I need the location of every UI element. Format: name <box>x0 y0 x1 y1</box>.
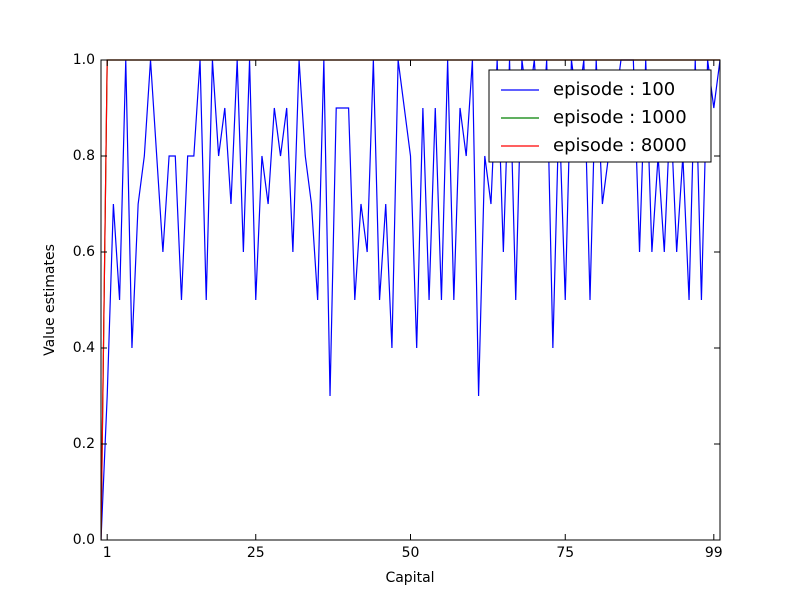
x-axis-label: Capital <box>385 570 434 586</box>
y-axis-label: Value estimates <box>42 244 58 356</box>
x-tick-label: 25 <box>247 545 265 561</box>
y-tick-label: 0.6 <box>73 244 95 260</box>
y-tick-label: 1.0 <box>73 52 95 68</box>
x-tick-label: 75 <box>556 545 574 561</box>
y-tick-label: 0.8 <box>73 148 95 164</box>
x-tick-label: 50 <box>402 545 420 561</box>
legend-label: episode : 100 <box>553 79 675 100</box>
legend-box <box>488 69 712 163</box>
x-tick-label: 99 <box>705 545 723 561</box>
y-tick-label: 0.2 <box>73 436 95 452</box>
y-tick-label: 0.4 <box>73 340 95 356</box>
y-tick-label: 0.0 <box>73 532 95 548</box>
legend-label: episode : 8000 <box>553 135 687 156</box>
legend-label: episode : 1000 <box>553 107 687 128</box>
x-tick-label: 1 <box>103 545 112 561</box>
